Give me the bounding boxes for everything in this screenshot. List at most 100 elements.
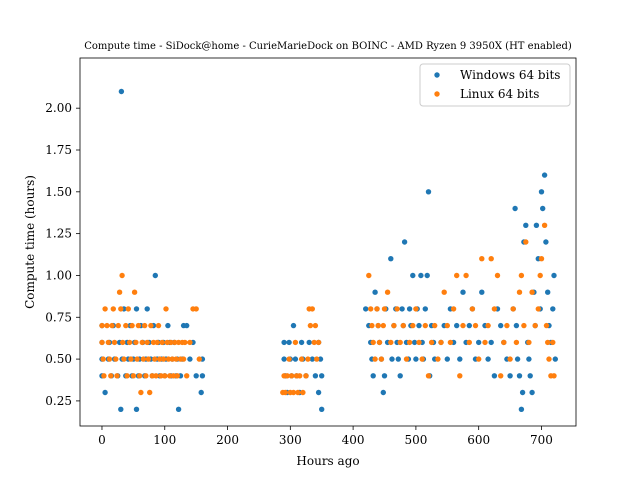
linux-64-bits-point <box>121 356 127 362</box>
windows-64-bits-point <box>460 289 466 295</box>
y-tick-label: 0.75 <box>45 310 72 324</box>
legend-marker-linux-64-bits <box>434 91 440 97</box>
linux-64-bits-point <box>282 389 288 396</box>
legend-marker-windows-64-bits <box>434 72 440 78</box>
linux-64-bits-point <box>175 339 182 346</box>
linux-64-bits-point <box>100 356 106 362</box>
y-tick-label: 1.25 <box>45 227 72 241</box>
plot-frame <box>79 57 577 427</box>
linux-64-bits-point <box>167 373 173 379</box>
linux-64-bits-point <box>432 322 438 329</box>
linux-64-bits-point <box>104 322 110 329</box>
linux-64-bits-point <box>482 339 488 346</box>
windows-64-bits-point <box>372 289 378 295</box>
linux-64-bits-point <box>406 339 413 346</box>
linux-64-bits-point <box>378 356 385 362</box>
linux-64-bits-point <box>410 322 416 329</box>
linux-64-bits-point <box>136 373 143 379</box>
linux-64-bits-point <box>374 306 380 312</box>
windows-64-bits-point <box>381 373 388 379</box>
y-tick-label: 0.25 <box>45 394 72 408</box>
linux-64-bits-point <box>162 373 168 379</box>
linux-64-bits-point <box>174 373 180 379</box>
windows-64-bits-point <box>476 339 482 346</box>
linux-64-bits-point <box>504 322 510 329</box>
linux-64-bits-point <box>454 272 460 279</box>
windows-64-bits-point <box>133 306 140 312</box>
windows-64-bits-point <box>118 406 124 412</box>
windows-64-bits-point <box>199 373 206 379</box>
linux-64-bits-point <box>312 322 319 329</box>
linux-64-bits-point <box>150 339 157 346</box>
windows-64-bits-point <box>389 356 395 362</box>
linux-64-bits-point <box>463 272 469 279</box>
linux-64-bits-point <box>391 322 397 329</box>
linux-64-bits-point <box>447 339 454 346</box>
linux-64-bits-point <box>164 339 170 346</box>
linux-64-bits-point <box>154 339 160 346</box>
windows-64-bits-point <box>281 339 287 346</box>
linux-64-bits-point <box>298 356 305 362</box>
linux-64-bits-point <box>292 339 299 346</box>
linux-64-bits-point <box>165 356 172 362</box>
linux-64-bits-point <box>425 373 432 379</box>
linux-64-bits-point <box>158 373 164 379</box>
linux-64-bits-point <box>375 322 381 329</box>
linux-64-bits-point <box>450 306 457 312</box>
windows-64-bits-point <box>187 356 193 362</box>
linux-64-bits-point <box>543 322 550 329</box>
linux-64-bits-point <box>314 356 320 362</box>
linux-64-bits-point <box>173 356 179 362</box>
windows-64-bits-point <box>317 356 324 362</box>
linux-64-bits-point <box>139 339 145 346</box>
linux-64-bits-point <box>444 322 450 329</box>
linux-64-bits-point <box>300 389 306 396</box>
windows-64-bits-point <box>102 389 108 396</box>
linux-64-bits-point <box>182 339 188 346</box>
linux-64-bits-point <box>501 339 507 346</box>
linux-64-bits-point <box>124 373 130 379</box>
chart-title: Compute time - SiDock@home - CurieMarieD… <box>84 41 572 52</box>
linux-64-bits-point <box>479 256 485 262</box>
linux-64-bits-point <box>138 389 144 396</box>
legend-box <box>419 63 571 107</box>
y-axis-ticks: 0.25 0.50 0.75 1.00 1.25 1.50 1.75 2.00 <box>45 101 80 408</box>
windows-64-bits-point <box>306 339 312 346</box>
x-axis-title: Hours ago <box>296 454 359 468</box>
linux-64-bits-point <box>118 306 124 312</box>
linux-64-bits-point <box>157 356 163 362</box>
linux-64-bits-point <box>526 339 532 346</box>
linux-64-bits-point <box>380 322 386 329</box>
linux-64-bits-point <box>529 289 535 295</box>
linux-64-bits-point <box>184 373 190 379</box>
windows-64-bits-point <box>193 373 199 379</box>
windows-64-bits-point <box>519 389 526 396</box>
linux-64-bits-point <box>126 339 133 346</box>
windows-64-bits-point <box>526 356 532 362</box>
linux-64-bits-point <box>485 322 491 329</box>
linux-64-bits-point <box>168 339 174 346</box>
linux-64-bits-point <box>116 289 123 295</box>
linux-64-bits-point <box>469 306 476 312</box>
windows-64-bits-point <box>395 356 401 362</box>
linux-64-bits-point <box>372 356 378 362</box>
linux-64-bits-point <box>129 322 135 329</box>
windows-64-bits-point <box>533 222 540 228</box>
linux-64-bits-point <box>460 322 466 329</box>
linux-64-bits-point <box>148 322 154 329</box>
linux-64-bits-point <box>305 356 311 362</box>
linux-64-bits-point <box>187 339 193 346</box>
linux-64-bits-point <box>307 322 314 329</box>
windows-64-bits-point <box>552 356 558 362</box>
linux-64-bits-point <box>193 306 199 312</box>
windows-64-bits-point <box>513 322 520 329</box>
windows-64-bits-point <box>545 289 551 295</box>
linux-64-bits-point <box>115 322 122 329</box>
linux-64-bits-point <box>134 356 140 362</box>
plot-area <box>80 58 576 426</box>
windows-64-bits-point <box>479 289 485 295</box>
points-layer <box>99 88 558 412</box>
linux-64-bits-point <box>315 339 322 346</box>
linux-64-bits-point <box>400 322 406 329</box>
windows-64-bits-point <box>416 322 422 329</box>
